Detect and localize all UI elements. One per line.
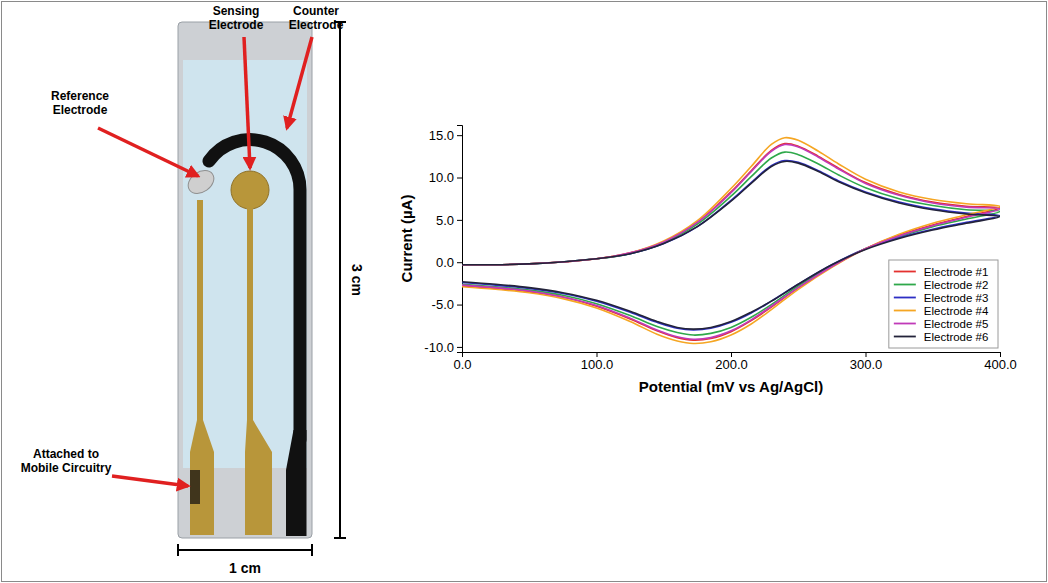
substrate: [178, 22, 312, 538]
callout-label: Attached toMobile Circuitry: [21, 447, 112, 475]
y-axis-line: [457, 126, 463, 353]
y-tick: 5.0: [436, 213, 462, 228]
x-tick-label: 0.0: [453, 357, 471, 372]
y-tick-mark: [457, 178, 462, 179]
legend-item: Electrode #6: [894, 331, 989, 343]
device: [178, 22, 312, 538]
legend-swatch: [894, 284, 916, 286]
x-tick-label: 400.0: [984, 357, 1017, 372]
legend-swatch: [894, 271, 916, 273]
height-label: 3 cm: [349, 264, 365, 296]
sensing-electrode: [231, 171, 269, 209]
y-tick-label: 10.0: [429, 170, 454, 185]
callout-label: CounterElectrode: [289, 4, 344, 32]
callout-arrow: [112, 476, 188, 486]
y-tick: -5.0: [432, 297, 462, 312]
y-axis-title: Current (µA): [398, 195, 415, 283]
legend-swatch: [894, 297, 916, 299]
legend-item: Electrode #4: [894, 305, 989, 317]
legend-swatch: [894, 323, 916, 325]
counter-electrode: [209, 140, 300, 440]
y-tick: -10.0: [424, 340, 462, 355]
y-tick-label: 15.0: [429, 128, 454, 143]
callout-arrow: [244, 37, 250, 168]
x-tick: 0.0: [453, 352, 471, 372]
y-tick-label: 0.0: [436, 255, 454, 270]
width-bar: [178, 544, 312, 556]
x-tick-label: 200.0: [715, 357, 748, 372]
legend-label: Electrode #5: [924, 318, 989, 330]
x-tick: 100.0: [581, 352, 614, 372]
y-tick-mark: [457, 262, 462, 263]
legend-swatch: [894, 310, 916, 312]
counter-pad: [286, 430, 307, 536]
connector-mark: [190, 470, 200, 504]
legend-label: Electrode #2: [924, 279, 989, 291]
legend-label: Electrode #6: [924, 331, 989, 343]
legend-label: Electrode #4: [924, 305, 989, 317]
callout-arrow: [287, 37, 312, 128]
y-tick: 15.0: [429, 128, 462, 143]
y-tick-mark: [457, 220, 462, 221]
legend-box: [889, 260, 998, 348]
figure: ReferenceElectrodeSensingElectrodeCounte…: [0, 0, 1048, 583]
callout-arrow: [98, 128, 198, 176]
y-tick-mark: [457, 135, 462, 136]
legend-swatch: [894, 336, 916, 338]
y-tick-mark: [457, 305, 462, 306]
x-axis-title: Potential (mV vs Ag/AgCl): [639, 378, 823, 395]
y-tick-label: -10.0: [424, 340, 454, 355]
legend-item: Electrode #1: [894, 266, 989, 278]
x-tick: 200.0: [715, 352, 748, 372]
dimensions: 3 cm 1 cm: [178, 22, 365, 576]
y-tick: 0.0: [436, 255, 462, 270]
height-bar: [334, 22, 346, 538]
legend: Electrode #1Electrode #2Electrode #3Elec…: [889, 260, 998, 348]
callout-line: Sensing: [213, 4, 260, 18]
x-axis: 0.0 100.0 200.0 300.0 400.0: [453, 352, 1016, 372]
figure-border: [2, 2, 1047, 582]
legend-item: Electrode #5: [894, 318, 989, 330]
callout-line: Electrode: [289, 18, 344, 32]
legend-label: Electrode #1: [924, 266, 989, 278]
callout-line: Reference: [51, 89, 109, 103]
x-tick-label: 300.0: [850, 357, 883, 372]
legend-item: Electrode #2: [894, 279, 989, 291]
y-tick-label: -5.0: [432, 297, 454, 312]
x-tick: 400.0: [984, 352, 1017, 372]
y-tick: 10.0: [429, 170, 462, 185]
callout-line: Mobile Circuitry: [21, 461, 112, 475]
callout-line: Attached to: [33, 447, 99, 461]
callout-label: SensingElectrode: [209, 4, 264, 32]
x-tick-label: 100.0: [581, 357, 614, 372]
callout-label: ReferenceElectrode: [51, 89, 109, 117]
width-label: 1 cm: [229, 560, 261, 576]
callout-line: Electrode: [209, 18, 264, 32]
legend-item: Electrode #3: [894, 292, 989, 304]
legend-label: Electrode #3: [924, 292, 989, 304]
reference-trace: [190, 200, 214, 535]
sensing-trace: [245, 208, 272, 535]
callout-line: Electrode: [53, 103, 108, 117]
y-axis: -10.0 -5.0 0.0 5.0 10.0 15.0: [424, 126, 462, 355]
x-tick: 300.0: [850, 352, 883, 372]
callout-line: Counter: [293, 4, 339, 18]
y-tick-mark: [457, 347, 462, 348]
y-tick-label: 5.0: [436, 213, 454, 228]
